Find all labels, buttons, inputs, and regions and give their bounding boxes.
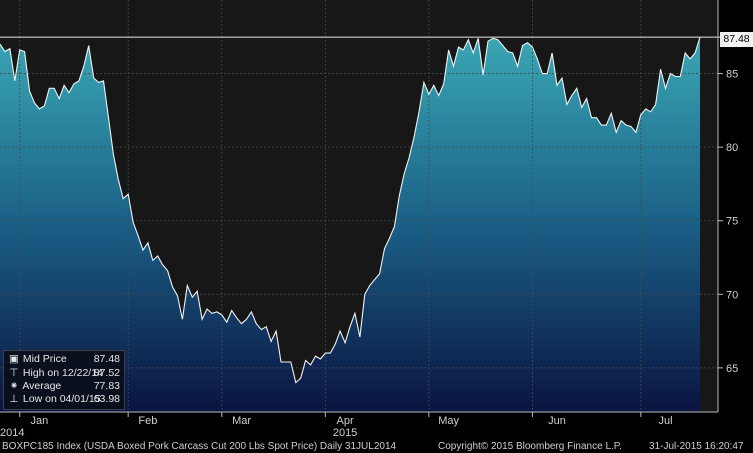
- legend-row-mid: ▣ Mid Price 87.48: [8, 353, 120, 366]
- legend-low-label: Low on 04/01/15: [22, 393, 101, 405]
- series-line: [0, 36, 701, 384]
- last-price-label: 87.48: [720, 32, 753, 47]
- legend: ▣ Mid Price 87.48 ⊤ High on 12/22/14 87.…: [3, 350, 125, 410]
- x-tick-label: May: [438, 415, 459, 427]
- legend-avg-icon: ⁕: [9, 380, 19, 392]
- series-area: [0, 37, 700, 412]
- footer-bar: BOXPC185 Index (USDA Boxed Pork Carcass …: [0, 440, 753, 453]
- legend-mid-label: Mid Price: [22, 353, 67, 365]
- y-tick-label: 75: [726, 216, 738, 228]
- legend-row-low: ⊥ Low on 04/01/15 63.98: [8, 393, 120, 406]
- year-label-2015: 2015: [333, 427, 357, 439]
- legend-low-icon: ⊥: [9, 393, 19, 405]
- legend-avg-value: 77.83: [93, 380, 120, 392]
- x-tick-label: Apr: [337, 415, 354, 427]
- legend-avg-label: Average: [22, 380, 62, 392]
- legend-mid-value: 87.48: [93, 353, 120, 365]
- y-tick-label: 80: [726, 142, 738, 154]
- legend-high-value: 87.52: [93, 367, 120, 379]
- footer-timestamp: 31-Jul-2015 16:20:47: [649, 441, 744, 452]
- footer-left-text: BOXPC185 Index (USDA Boxed Pork Carcass …: [2, 441, 397, 452]
- x-tick-label: Jun: [548, 415, 566, 427]
- area-layer: [0, 37, 700, 412]
- x-tick-label: Feb: [138, 415, 157, 427]
- year-label-2014: 2014: [0, 427, 24, 439]
- x-tick-label: Jul: [658, 415, 672, 427]
- y-tick-label: 85: [726, 69, 738, 81]
- y-tick-label: 65: [726, 363, 738, 375]
- legend-low-value: 63.98: [93, 393, 120, 405]
- legend-high-icon: ⊤: [9, 367, 19, 379]
- legend-row-high: ⊤ High on 12/22/14 87.52: [8, 367, 120, 380]
- legend-row-avg: ⁕ Average 77.83: [8, 380, 120, 393]
- x-tick-label: Mar: [232, 415, 251, 427]
- axis-layer: 65 70 75 80 85 Jan Feb Mar Apr May Jun Jul 2014 2015: [0, 0, 738, 439]
- legend-high-label: High on 12/22/14: [22, 367, 103, 379]
- legend-mid-icon: ▣: [9, 353, 19, 365]
- y-tick-label: 70: [726, 289, 738, 301]
- grid-layer: [0, 0, 718, 412]
- line-layer: [0, 36, 720, 384]
- price-chart: 65 70 75 80 85 Jan Feb Mar Apr May Jun Jul 2014 2015: [0, 0, 738, 439]
- footer-copyright: Copyright© 2015 Bloomberg Finance L.P.: [438, 441, 622, 452]
- x-tick-label: Jan: [31, 415, 49, 427]
